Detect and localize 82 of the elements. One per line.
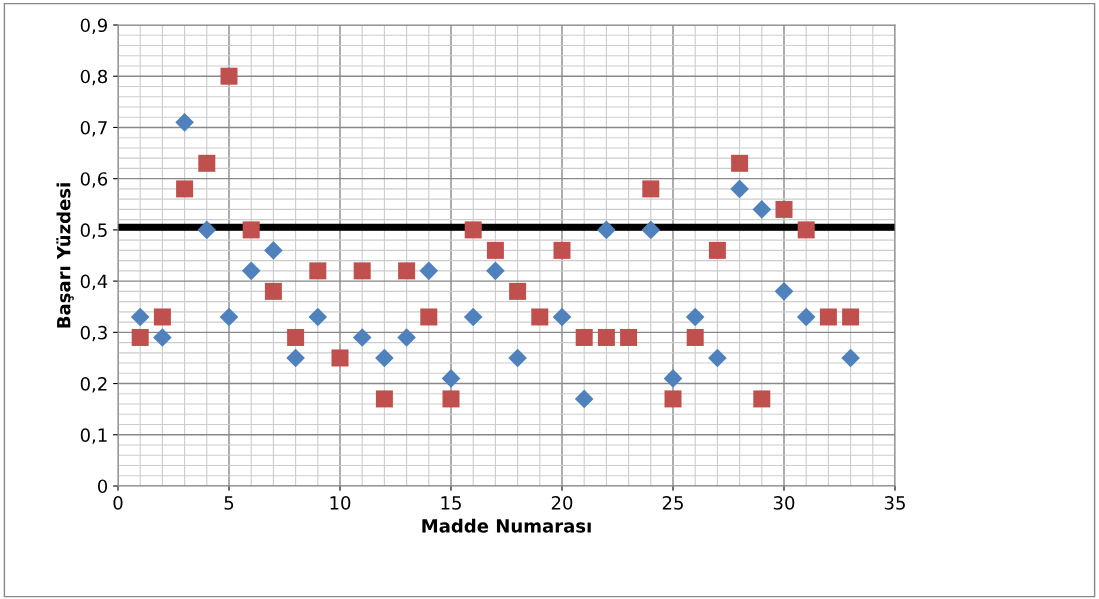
point [464, 221, 482, 239]
point [842, 308, 860, 326]
point [774, 282, 794, 301]
y-tick-label: 0,8 [80, 69, 108, 86]
x-tick-label: 5 [224, 496, 234, 510]
x-tick-label: 10 [330, 496, 351, 510]
point [241, 261, 261, 281]
point [509, 282, 527, 300]
point [308, 307, 328, 327]
point [352, 328, 372, 347]
x-tick-label: 20 [551, 496, 573, 510]
point [642, 180, 660, 198]
x-tick-label: 35 [884, 496, 905, 510]
point [220, 67, 238, 85]
point [531, 308, 549, 326]
point [264, 241, 283, 260]
y-tick-label: 0,3 [80, 325, 107, 342]
point [730, 179, 749, 199]
x-axis-title: Madde Numarası [422, 518, 591, 533]
point [597, 220, 616, 240]
point [574, 389, 594, 409]
point [552, 307, 572, 327]
y-tick-label: 0,7 [80, 120, 107, 137]
point [620, 328, 638, 346]
y-axis-title: Başarı Yüzdesi [56, 183, 74, 328]
point [486, 241, 504, 259]
point [264, 282, 282, 300]
point [819, 308, 837, 326]
point [131, 328, 149, 346]
point [375, 348, 394, 368]
y-tick-label: 0,1 [80, 428, 107, 444]
point [663, 369, 683, 388]
x-tick-label: 15 [441, 496, 461, 510]
x-tick-label: 25 [662, 496, 683, 510]
point [242, 221, 260, 239]
point [198, 154, 216, 172]
point [287, 328, 305, 346]
point [176, 180, 194, 198]
y-tick-label: 0,2 [80, 377, 107, 393]
point [708, 348, 727, 368]
y-tick-label: 0 [97, 479, 108, 494]
point [130, 307, 150, 327]
point [508, 348, 527, 368]
y-tick-label: 0,9 [80, 18, 108, 34]
point [286, 348, 305, 368]
point [442, 390, 460, 408]
point [797, 221, 815, 239]
point [375, 390, 393, 408]
y-tick-label: 0,6 [80, 172, 108, 188]
point [219, 307, 239, 327]
y-tick-label: 0,5 [80, 223, 107, 239]
point [686, 328, 704, 346]
point [796, 307, 816, 327]
x-tick-label: 0 [113, 496, 123, 510]
point [353, 262, 371, 280]
y-tick-label: 0,4 [80, 274, 108, 291]
point [841, 348, 860, 368]
point [441, 369, 461, 388]
point [463, 307, 483, 327]
point [753, 390, 771, 408]
x-tick-label: 30 [773, 496, 795, 510]
point [398, 262, 416, 280]
point [708, 241, 726, 259]
point [641, 220, 661, 240]
point [752, 200, 772, 219]
point [664, 390, 682, 408]
point [153, 328, 172, 347]
point [420, 308, 438, 326]
point [309, 262, 327, 280]
point [575, 328, 593, 346]
point [153, 308, 171, 326]
point [731, 154, 749, 172]
point [397, 328, 416, 347]
point [331, 349, 349, 367]
point [553, 241, 571, 259]
point [419, 261, 439, 281]
point [597, 328, 615, 346]
point [197, 220, 217, 240]
point [685, 307, 705, 327]
point [775, 200, 793, 218]
point [486, 261, 505, 281]
point [175, 113, 194, 132]
